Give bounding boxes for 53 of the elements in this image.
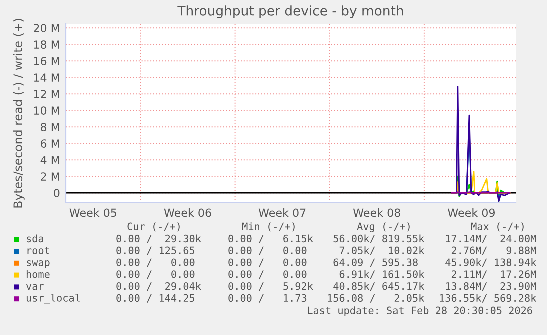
- text: 45.90k/ 138.94k: [446, 258, 537, 268]
- text: Last update: Sat Feb 28 20:30:05 2026: [308, 306, 532, 316]
- y-tick-label: 20 M: [34, 24, 60, 33]
- y-tick-label: 10 M: [34, 106, 60, 115]
- text: Max (-/+): [471, 222, 524, 232]
- text: Cur (-/+): [128, 222, 180, 232]
- text: 136.55k/ 569.28k: [440, 294, 537, 303]
- x-tick-label: Week 07: [258, 208, 306, 218]
- text: Avg (-/+): [357, 222, 410, 232]
- text: 17.14M/ 24.00M: [446, 234, 536, 244]
- y-tick-label: 6 M: [41, 140, 60, 148]
- text: 0.00 / 6.15k: [228, 234, 314, 244]
- y-tick-label: 0: [54, 189, 60, 198]
- x-tick-label: Week 06: [164, 208, 212, 218]
- text: 56.00k/ 819.55k: [334, 234, 425, 244]
- x-tick-label: Week 09: [448, 208, 495, 218]
- text: Min (-/+): [242, 222, 295, 232]
- y-tick-label: 4 M: [40, 156, 60, 164]
- text: 0.00 / 125.65: [116, 246, 195, 256]
- text: 6.91k/ 161.50k: [340, 270, 425, 280]
- text: 7.05k/ 10.02k: [340, 246, 425, 256]
- text: 0.00 / 0.00: [116, 270, 195, 280]
- text: 2.76M/ 9.88M: [452, 246, 536, 256]
- text: 40.85k/ 645.17k: [334, 282, 425, 291]
- text: 2.11M/ 17.26M: [452, 270, 536, 280]
- x-tick-label: Week 08: [353, 208, 400, 218]
- text: 0.00 / 0.00: [228, 246, 307, 256]
- text: 0.00 / 29.30k: [116, 234, 202, 244]
- y-tick-label: 18 M: [34, 40, 60, 49]
- text: 13.84M/ 23.90M: [446, 282, 536, 291]
- legend-label: swap: [27, 260, 50, 268]
- legend-label: usr_local: [26, 294, 80, 304]
- text: 0.00 / 1.73: [228, 294, 307, 303]
- y-tick-label: 16 M: [34, 57, 60, 66]
- text: 0.00 / 0.00: [228, 258, 307, 268]
- legend-label: root: [28, 247, 50, 254]
- y-tick-label: 2 M: [41, 172, 60, 181]
- text: 0.00 / 144.25: [116, 294, 195, 303]
- legend-label: var: [26, 284, 44, 290]
- y-tick-label: 8 M: [41, 123, 60, 132]
- y-tick-label: 14 M: [34, 74, 60, 82]
- y-axis-title: Bytes/second read (-) / write (+): [13, 19, 25, 208]
- text: 0.00 / 5.92k: [228, 282, 314, 291]
- text: 64.09 / 595.38: [334, 258, 418, 268]
- legend-label: sda: [27, 234, 44, 243]
- y-tick-label: 12 M: [34, 90, 60, 98]
- text: 0.00 / 0.00: [116, 258, 195, 268]
- text: 0.00 / 29.04k: [116, 282, 202, 291]
- legend-label: home: [26, 270, 50, 278]
- chart-title: Throughput per device - by month: [178, 6, 404, 18]
- text: 0.00 / 0.00: [228, 270, 307, 280]
- text: 156.08 / 2.05k: [328, 294, 425, 303]
- x-tick-label: Week 05: [70, 208, 117, 218]
